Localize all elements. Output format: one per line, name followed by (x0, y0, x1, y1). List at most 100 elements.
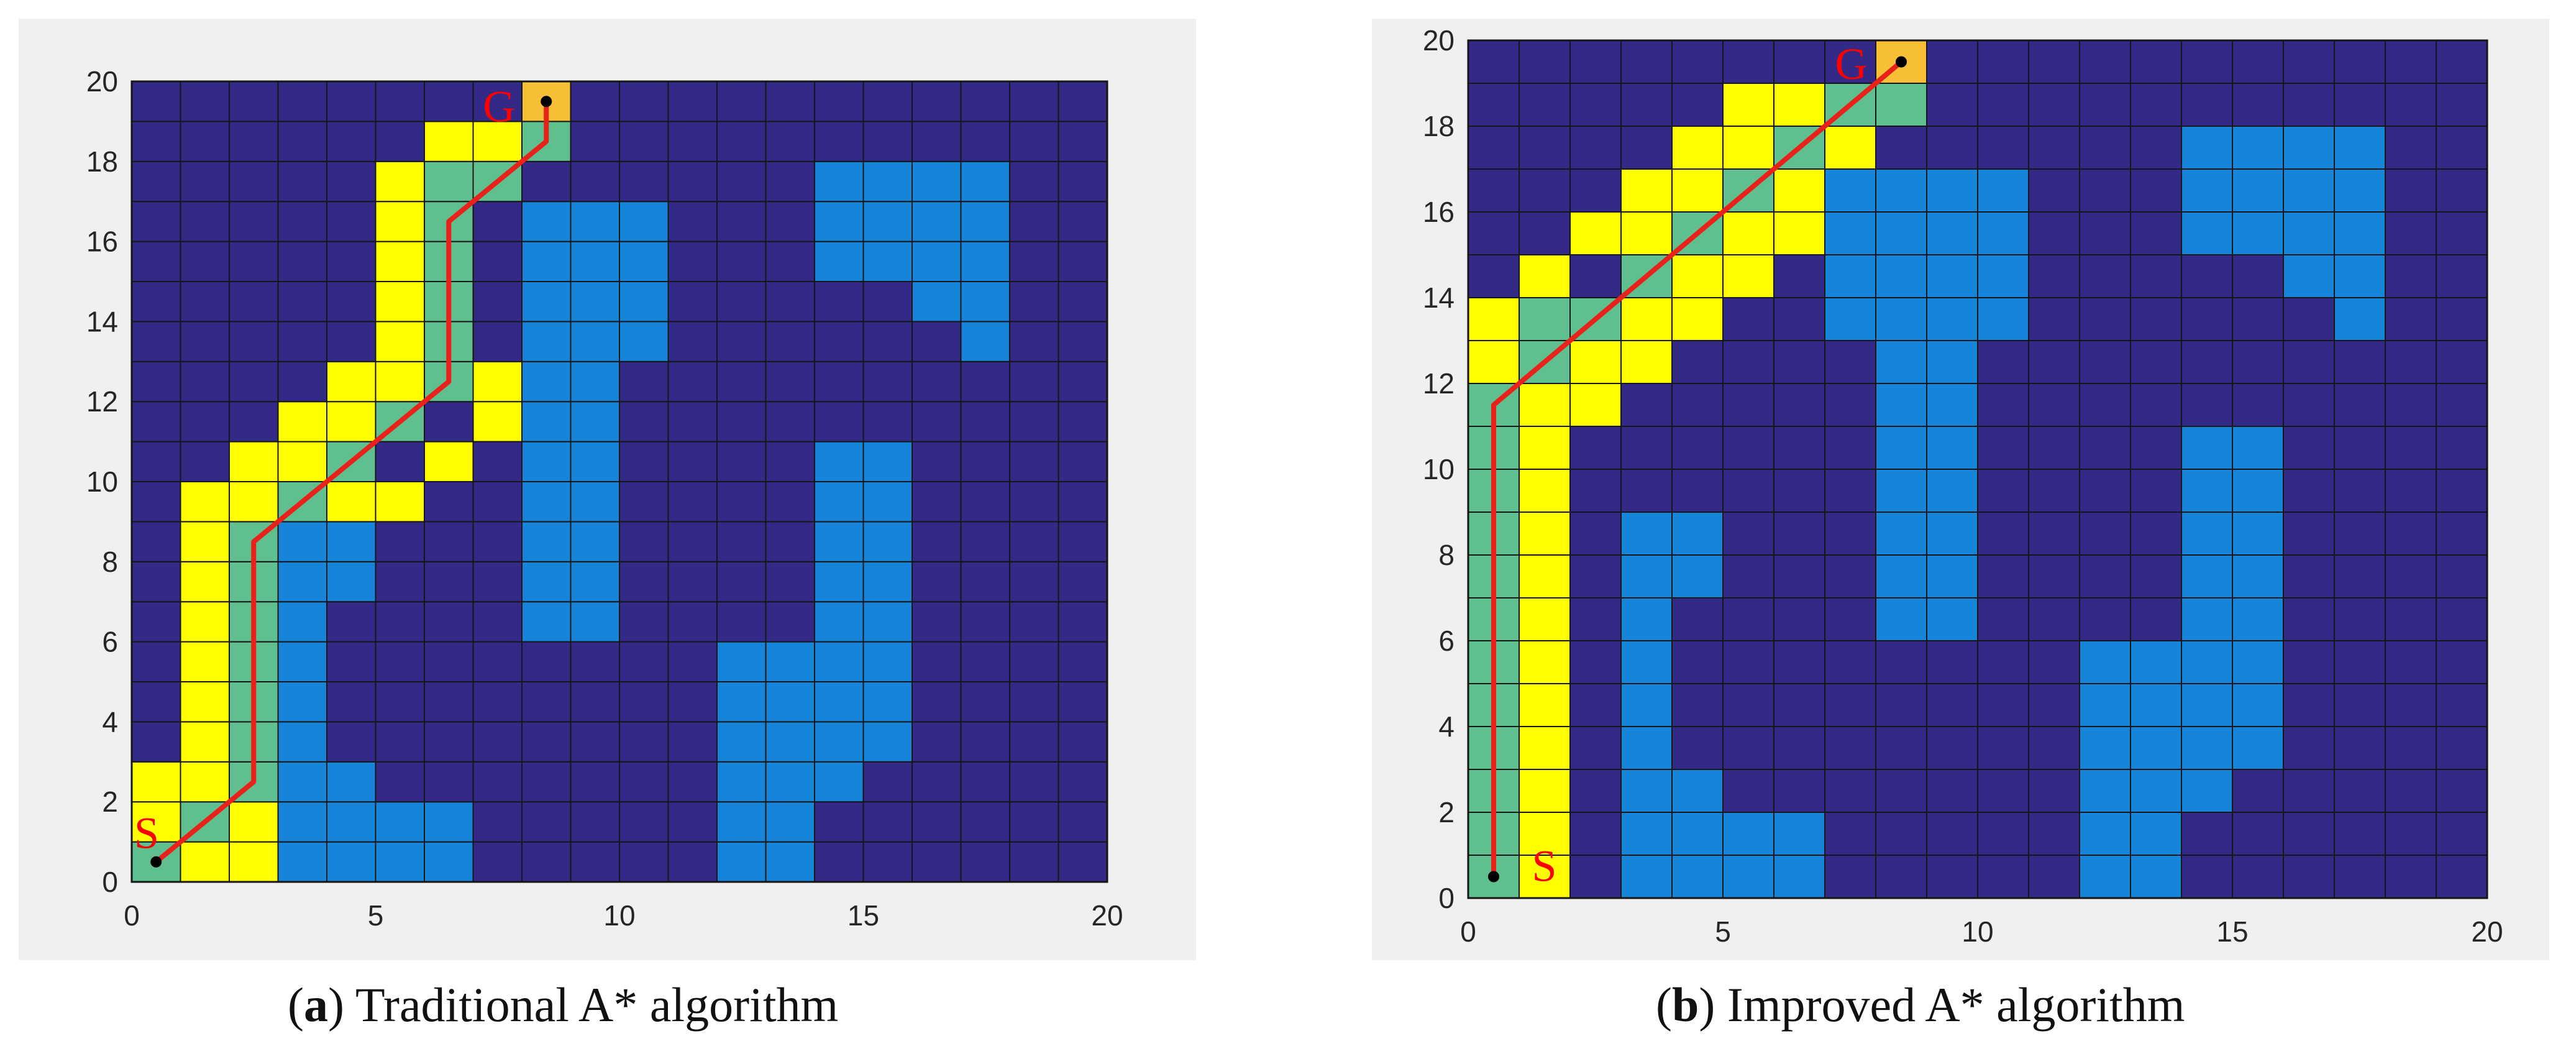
y-tick-label: 10 (86, 466, 118, 498)
grid-free-cell (765, 160, 815, 203)
grid-free-cell (911, 360, 962, 403)
grid-free-cell (1057, 321, 1108, 362)
grid-obstacle (716, 721, 767, 763)
grid-obstacle (570, 561, 620, 603)
grid-free-cell (960, 841, 1010, 883)
grid-free-cell (131, 601, 181, 643)
grid-free-cell (667, 160, 718, 203)
grid-searched-cell (326, 481, 377, 523)
grid-searched-cell (180, 761, 230, 803)
x-tick-label: 10 (603, 899, 635, 932)
grid-free-cell (1009, 481, 1059, 523)
grid-free-cell (229, 321, 279, 362)
grid-free-cell (472, 561, 523, 603)
grid-free-cell (1057, 801, 1108, 843)
grid-free-cell (765, 561, 815, 603)
grid-obstacle (326, 521, 377, 562)
grid-free-cell (667, 801, 718, 843)
grid-free-cell (472, 801, 523, 843)
grid-free-cell (911, 481, 962, 523)
grid-free-cell (472, 601, 523, 643)
grid-free-cell (716, 521, 767, 562)
grid-free-cell (667, 521, 718, 562)
grid-free-cell (716, 321, 767, 362)
panel-b-caption-letter: b (1671, 978, 1699, 1032)
grid-obstacle (960, 241, 1010, 283)
grid-obstacle (375, 841, 425, 883)
grid-free-cell (765, 441, 815, 482)
grid-obstacle (862, 441, 913, 482)
grid-free-cell (180, 360, 230, 403)
grid-free-cell (862, 401, 913, 443)
grid-free-cell (521, 761, 572, 803)
grid-free-cell (326, 641, 377, 682)
grid-free-cell (472, 841, 523, 883)
grid-free-cell (375, 641, 425, 682)
grid-free-cell (960, 681, 1010, 723)
grid-free-cell (1057, 81, 1108, 122)
grid-free-cell (131, 281, 181, 323)
grid-obstacle (521, 241, 572, 283)
grid-free-cell (131, 360, 181, 403)
grid-free-cell (765, 521, 815, 562)
grid-free-cell (229, 360, 279, 403)
grid-free-cell (765, 201, 815, 242)
grid-free-cell (472, 521, 523, 562)
grid-obstacle (619, 241, 669, 283)
grid-free-cell (1009, 721, 1059, 763)
grid-free-cell (862, 761, 913, 803)
grid-obstacle (619, 201, 669, 242)
grid-free-cell (960, 801, 1010, 843)
grid-free-cell (814, 401, 864, 443)
grid-free-cell (375, 561, 425, 603)
grid-free-cell (1057, 681, 1108, 723)
grid-obstacle (716, 681, 767, 723)
grid-free-cell (814, 81, 864, 122)
grid-free-cell (667, 561, 718, 603)
grid-free-cell (521, 160, 572, 203)
grid-obstacle (521, 360, 572, 403)
grid-free-cell (667, 401, 718, 443)
grid-searched-cell (326, 360, 377, 403)
grid-obstacle (765, 761, 815, 803)
grid-free-cell (180, 81, 230, 122)
grid-searched-cell (472, 401, 523, 443)
grid-free-cell (424, 681, 474, 723)
grid-free-cell (667, 601, 718, 643)
grid-free-cell (911, 121, 962, 162)
grid-free-cell (911, 401, 962, 443)
grid-obstacle (814, 521, 864, 562)
grid-free-cell (326, 601, 377, 643)
grid-free-cell (619, 761, 669, 803)
grid-obstacle (862, 561, 913, 603)
grid-obstacle (326, 801, 377, 843)
grid-free-cell (716, 81, 767, 122)
grid-searched-cell (375, 160, 425, 203)
grid-free-cell (619, 441, 669, 482)
grid-free-cell (765, 81, 815, 122)
grid-free-cell (1057, 641, 1108, 682)
grid-obstacle (375, 801, 425, 843)
grid-obstacle (521, 401, 572, 443)
grid-searched-cell (229, 481, 279, 523)
grid-free-cell (1057, 241, 1108, 283)
grid-free-cell (1057, 721, 1108, 763)
grid-free-cell (326, 241, 377, 283)
grid-free-cell (180, 401, 230, 443)
grid-free-cell (619, 521, 669, 562)
grid-obstacle (277, 801, 327, 843)
grid-searched-cell (375, 481, 425, 523)
grid-free-cell (1057, 521, 1108, 562)
grid-free-cell (1057, 841, 1108, 883)
grid-free-cell (765, 601, 815, 643)
grid-searched-cell (277, 401, 327, 443)
grid-free-cell (131, 401, 181, 443)
grid-free-cell (570, 841, 620, 883)
grid-free-cell (1009, 681, 1059, 723)
grid-free-cell (326, 721, 377, 763)
grid-obstacle (277, 761, 327, 803)
grid-obstacle (619, 321, 669, 362)
panel-a-caption-open: ( (288, 978, 304, 1032)
grid-searched-cell (375, 201, 425, 242)
grid-free-cell (1057, 360, 1108, 403)
